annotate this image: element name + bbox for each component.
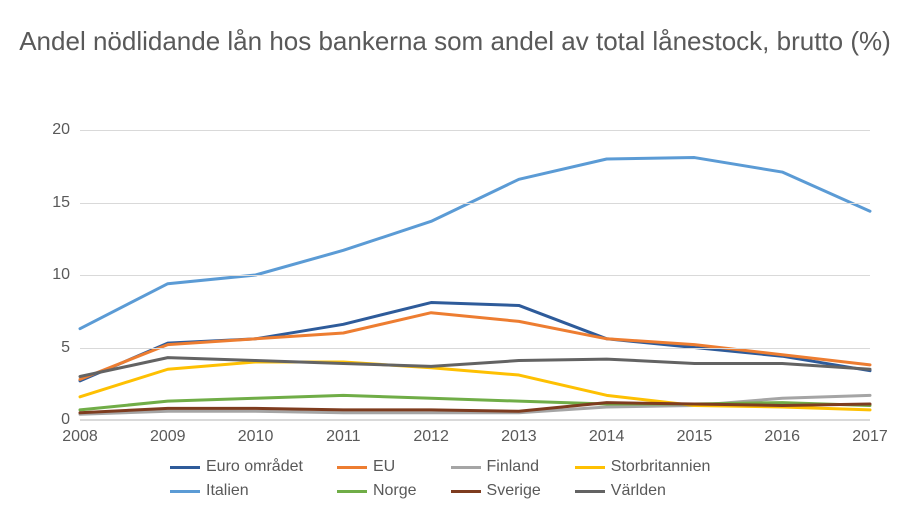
legend-item: Italien: [170, 482, 303, 500]
legend-label: Euro området: [206, 458, 303, 476]
gridline: [80, 420, 870, 421]
chart-container: Andel nödlidande lån hos bankerna som an…: [0, 0, 910, 523]
y-tick-label: 5: [61, 339, 80, 357]
series-line: [80, 313, 870, 380]
y-tick-label: 15: [52, 194, 80, 212]
legend-item: Norge: [337, 482, 417, 500]
legend: Euro området EU Finland Storbritannien Itali…: [170, 458, 710, 500]
legend-swatch: [575, 466, 605, 469]
x-tick-label: 2013: [501, 420, 537, 446]
x-tick-label: 2016: [764, 420, 800, 446]
y-tick-label: 10: [52, 266, 80, 284]
x-tick-label: 2010: [238, 420, 274, 446]
x-tick-label: 2015: [677, 420, 713, 446]
chart-title: Andel nödlidande lån hos bankerna som an…: [0, 25, 910, 58]
x-tick-label: 2009: [150, 420, 186, 446]
legend-label: Finland: [487, 458, 539, 476]
legend-label: EU: [373, 458, 395, 476]
legend-swatch: [451, 466, 481, 469]
x-tick-label: 2014: [589, 420, 625, 446]
legend-item: Världen: [575, 482, 711, 500]
legend-item: EU: [337, 458, 417, 476]
x-tick-label: 2008: [62, 420, 98, 446]
plot-area: 0510152020082009201020112012201320142015…: [80, 130, 870, 420]
x-tick-label: 2017: [852, 420, 888, 446]
legend-swatch: [337, 490, 367, 493]
legend-item: Euro området: [170, 458, 303, 476]
legend-item: Finland: [451, 458, 541, 476]
legend-swatch: [170, 466, 200, 469]
legend-swatch: [170, 490, 200, 493]
legend-item: Storbritannien: [575, 458, 711, 476]
x-tick-label: 2011: [326, 420, 360, 446]
gridline: [80, 348, 870, 349]
gridline: [80, 203, 870, 204]
legend-label: Norge: [373, 482, 417, 500]
x-tick-label: 2012: [413, 420, 449, 446]
legend-label: Världen: [611, 482, 666, 500]
legend-swatch: [575, 490, 605, 493]
gridline: [80, 130, 870, 131]
legend-item: Sverige: [451, 482, 541, 500]
y-tick-label: 20: [52, 121, 80, 139]
legend-swatch: [451, 490, 481, 493]
legend-swatch: [337, 466, 367, 469]
legend-label: Sverige: [487, 482, 541, 500]
legend-label: Italien: [206, 482, 249, 500]
legend-label: Storbritannien: [611, 458, 711, 476]
gridline: [80, 275, 870, 276]
